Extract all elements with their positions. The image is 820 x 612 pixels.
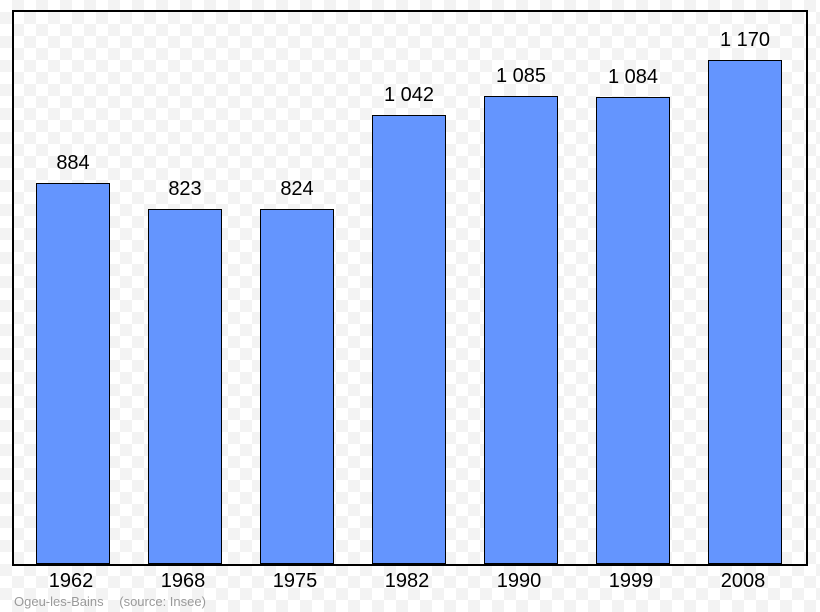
chart-footer: Ogeu-les-Bains (source: Insee) — [14, 594, 206, 609]
bar — [36, 183, 110, 564]
bar-value-label: 1 170 — [720, 29, 770, 52]
plot-area: 884 823 824 1 042 1 085 1 084 1 170 — [14, 12, 806, 564]
x-axis-label: 1962 — [49, 570, 94, 593]
x-axis-label: 1968 — [161, 570, 206, 593]
bar — [596, 97, 670, 564]
footer-location: Ogeu-les-Bains — [14, 594, 104, 609]
x-axis-labels: 1962 1968 1975 1982 1990 1999 2008 — [12, 570, 808, 594]
bar-value-label: 1 042 — [384, 84, 434, 107]
x-axis-label: 1975 — [273, 570, 318, 593]
bar — [372, 115, 446, 564]
bar — [148, 209, 222, 564]
bar-value-label: 884 — [56, 152, 89, 175]
bar-value-label: 1 085 — [496, 65, 546, 88]
x-axis-label: 1990 — [497, 570, 542, 593]
bar — [484, 96, 558, 564]
chart-frame: 884 823 824 1 042 1 085 1 084 1 170 — [12, 10, 808, 566]
bar-value-label: 1 084 — [608, 66, 658, 89]
x-axis-label: 1982 — [385, 570, 430, 593]
bar-value-label: 823 — [168, 178, 201, 201]
bar — [708, 60, 782, 564]
bar-value-label: 824 — [280, 178, 313, 201]
bar — [260, 209, 334, 564]
x-axis-label: 1999 — [609, 570, 654, 593]
x-axis-label: 2008 — [721, 570, 766, 593]
footer-source: (source: Insee) — [119, 594, 206, 609]
